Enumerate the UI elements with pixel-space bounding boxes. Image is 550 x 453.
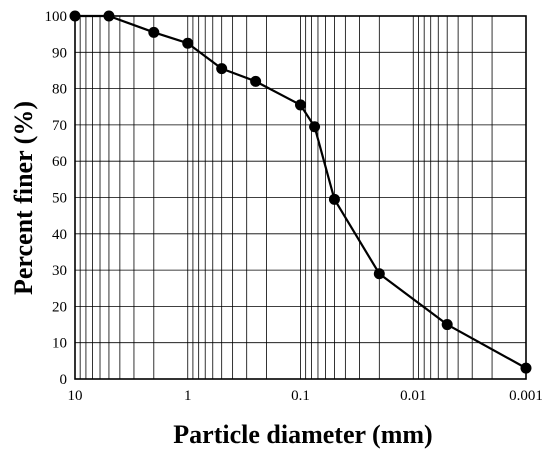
data-point [373, 268, 385, 280]
y-tick-label: 90 [52, 45, 67, 61]
y-tick-label: 10 [52, 336, 67, 352]
data-point [328, 193, 340, 205]
data-point [250, 75, 262, 87]
grid [75, 16, 526, 379]
y-tick-label: 100 [45, 9, 68, 25]
y-tick-label: 70 [52, 118, 67, 134]
y-tick-label: 0 [60, 372, 68, 388]
series [69, 10, 532, 374]
data-point [309, 121, 321, 133]
x-axis-label: Particle diameter (mm) [173, 420, 432, 449]
data-point [182, 37, 194, 49]
data-point [148, 26, 160, 38]
series-line [75, 14, 527, 370]
data-point [295, 99, 306, 111]
y-tick-label: 20 [52, 299, 67, 315]
y-tick-label: 40 [52, 227, 67, 243]
y-tick-label: 60 [52, 154, 67, 170]
data-point [69, 10, 81, 22]
data-point [216, 63, 228, 75]
data-point [441, 319, 453, 331]
y-tick-label: 30 [52, 263, 67, 279]
x-tick-label: 1 [184, 388, 192, 404]
plot-frame [74, 15, 527, 380]
y-axis-label: Percent finer (%) [9, 101, 38, 295]
y-tick-label: 80 [52, 82, 67, 98]
x-tick-label: 0.001 [509, 388, 543, 404]
x-tick-label: 0.01 [400, 388, 426, 404]
y-tick-label: 50 [52, 191, 67, 207]
data-point [520, 362, 532, 374]
x-tick-label: 0.1 [291, 388, 310, 404]
x-tick-label: 10 [68, 388, 83, 404]
data-point [103, 10, 115, 22]
